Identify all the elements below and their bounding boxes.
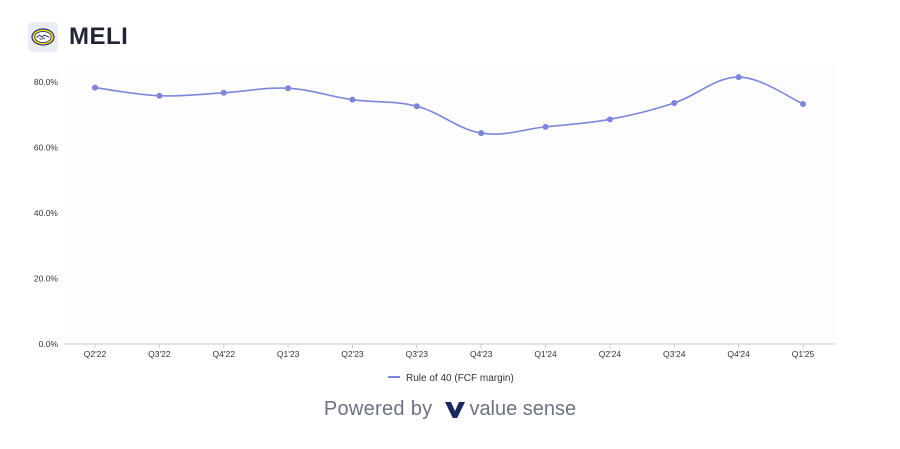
data-point[interactable] (285, 85, 292, 92)
data-point[interactable] (606, 116, 613, 123)
data-point[interactable] (671, 99, 678, 106)
x-tick-label: Q4'22 (213, 349, 236, 359)
y-tick-label: 60.0% (34, 143, 59, 153)
y-axis: 0.0% 20.0% 40.0% 60.0% 80.0% (34, 77, 59, 349)
data-point[interactable] (413, 103, 420, 110)
x-tick-label: Q4'23 (470, 349, 493, 359)
chart-header: MELI (28, 22, 128, 52)
x-tick-label: Q2'23 (341, 349, 364, 359)
brand-name: value sense (469, 398, 577, 420)
x-tick-label: Q1'23 (277, 349, 300, 359)
data-point[interactable] (542, 123, 549, 130)
y-tick-label: 40.0% (34, 208, 59, 218)
x-tick-label: Q4'24 (727, 349, 750, 359)
x-tick-label: Q3'24 (663, 349, 686, 359)
value-sense-v-icon (445, 401, 466, 418)
series-line-rule-of-40 (94, 76, 804, 135)
legend[interactable]: Rule of 40 (FCF margin) (388, 373, 514, 384)
y-tick-label: 20.0% (34, 274, 59, 284)
x-tick-label: Q2'24 (599, 349, 622, 359)
x-tick-label: Q2'22 (84, 349, 107, 359)
data-point[interactable] (92, 84, 98, 91)
series-points (92, 74, 806, 137)
data-point[interactable] (349, 96, 356, 103)
powered-by-text: Powered by (323, 398, 433, 420)
x-tick-label: Q3'23 (406, 349, 429, 359)
footer: Powered by value sense (0, 398, 900, 421)
x-tick-label: Q1'25 (792, 349, 815, 359)
handshake-logo-icon (28, 22, 58, 52)
x-tick-label: Q1'24 (534, 349, 557, 359)
y-tick-label: 0.0% (39, 339, 59, 349)
x-axis: Q2'22 Q3'22 Q4'22 Q1'23 Q2'23 Q3'23 Q4'23 Q1'24… (84, 344, 815, 359)
y-tick-label: 80.0% (34, 77, 59, 87)
legend-label: Rule of 40 (FCF margin) (406, 373, 514, 384)
data-point[interactable] (800, 100, 806, 107)
ticker-title: MELI (69, 23, 129, 50)
x-tick-label: Q3'22 (148, 349, 171, 359)
brand[interactable]: value sense (444, 398, 576, 421)
data-point[interactable] (735, 74, 742, 81)
plot-area (64, 64, 835, 345)
data-point[interactable] (478, 130, 485, 137)
data-point[interactable] (156, 92, 163, 99)
data-point[interactable] (220, 89, 227, 96)
